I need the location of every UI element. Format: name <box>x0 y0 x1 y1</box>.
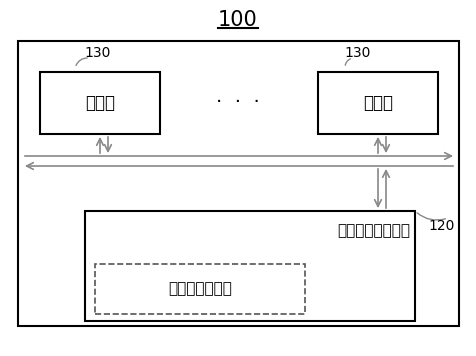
Text: ·  ·  ·: · · · <box>216 94 259 112</box>
Text: 130: 130 <box>85 46 111 60</box>
Text: 处理器: 处理器 <box>362 94 392 112</box>
Text: 机器可执行指令: 机器可执行指令 <box>168 282 231 297</box>
Text: 处理器: 处理器 <box>85 94 115 112</box>
Text: 130: 130 <box>344 46 370 60</box>
Bar <box>85 211 414 321</box>
Bar <box>317 72 437 134</box>
Bar <box>40 72 159 134</box>
Bar <box>18 41 458 326</box>
Text: 120: 120 <box>428 219 454 233</box>
Text: 100: 100 <box>218 10 258 30</box>
Bar <box>95 264 304 314</box>
Text: 机器可读存储介质: 机器可读存储介质 <box>336 224 409 239</box>
